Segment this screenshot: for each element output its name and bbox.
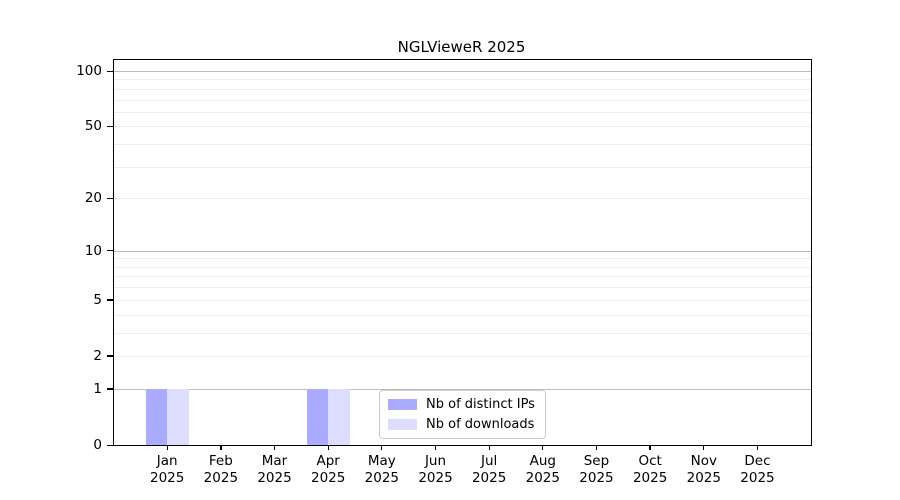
x-tick-label: Jun 2025 [418,453,453,486]
legend: Nb of distinct IPs Nb of downloads [379,390,546,439]
minor-gridline [114,166,811,168]
legend-entry-downloads: Nb of downloads [388,417,535,432]
y-tick-label: 20 [84,190,102,207]
minor-gridline [114,299,811,301]
y-tick-label: 5 [93,291,102,308]
minor-gridline [114,287,811,289]
x-tick [381,445,383,450]
x-tick [220,445,222,450]
bar-jan-series-0 [145,388,168,445]
x-tick [488,445,490,450]
y-tick-label: 10 [84,242,102,259]
y-tick [107,388,113,390]
minor-gridline [114,355,811,357]
minor-gridline [114,332,811,334]
minor-gridline [114,88,811,90]
bar-jan-series-1 [167,388,189,445]
minor-gridline [114,79,811,81]
y-tick [107,70,113,72]
legend-label-distinct-ips: Nb of distinct IPs [426,397,535,412]
y-tick [107,250,113,252]
y-tick-label: 50 [84,118,102,135]
x-tick-label: Apr 2025 [310,453,346,486]
minor-gridline [114,99,811,101]
y-tick [107,197,113,200]
x-tick [595,445,598,450]
x-tick-label: Mar 2025 [257,453,292,486]
x-tick [327,445,329,450]
minor-gridline [114,258,811,260]
x-tick [166,445,168,450]
minor-gridline [114,314,811,316]
plot-area: 100 50 20 10 5 2 1 0 Jan 2025 Feb 2025 Mar 2025 Apr 20… [76,59,812,486]
x-tick-label: Oct 2025 [632,453,668,486]
minor-gridline [114,126,811,128]
y-tick-label: 0 [93,437,102,453]
x-tick [542,445,544,450]
bar-apr-series-1 [328,388,350,445]
x-tick-label: Sep 2025 [579,453,614,486]
legend-swatch-distinct-ips [388,399,417,410]
x-tick [703,445,705,450]
y-tick-label: 100 [76,63,102,79]
x-tick-label: Aug 2025 [525,453,560,486]
y-tick-label: 2 [93,347,102,364]
legend-label-downloads: Nb of downloads [426,417,535,432]
x-tick [756,445,759,450]
x-tick-label: Jan 2025 [150,453,185,486]
x-tick-label: Nov 2025 [686,453,721,486]
legend-swatch-downloads [388,419,417,430]
x-tick [649,445,651,450]
minor-gridline [114,144,811,146]
x-tick-label: Jul 2025 [471,453,507,486]
minor-gridline [114,111,811,113]
y-tick [107,125,113,128]
major-gridline [114,388,811,390]
x-tick-label: May 2025 [364,453,399,486]
minor-gridline [114,266,811,268]
x-tick-label: Dec 2025 [740,453,775,486]
y-tick [107,444,113,446]
legend-entry-distinct-ips: Nb of distinct IPs [388,397,535,412]
x-tick [434,445,437,450]
major-gridline [114,71,811,72]
y-tick-label: 1 [93,380,102,397]
bar-apr-series-0 [306,388,329,445]
chart-title: NGLVieweR 2025 [397,38,526,56]
minor-gridline [114,276,811,278]
minor-gridline [114,198,811,200]
y-tick [107,299,113,301]
major-gridline [114,250,811,252]
x-tick [273,445,276,450]
x-tick-label: Feb 2025 [203,453,239,486]
y-tick [107,355,113,357]
